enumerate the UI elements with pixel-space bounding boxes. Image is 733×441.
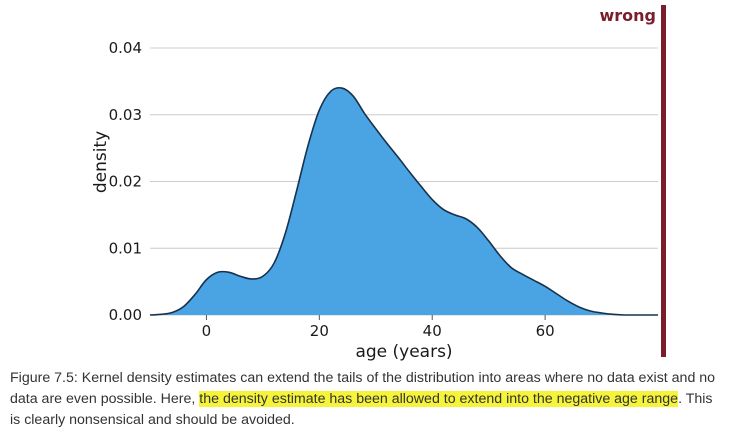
x-axis-title: age (years) bbox=[355, 342, 452, 362]
y-tick-label-4: 0.04 bbox=[109, 39, 142, 57]
y-axis-title: density bbox=[91, 131, 111, 193]
area-layer bbox=[149, 86, 658, 316]
x-tick-layer: 0 20 40 60 bbox=[202, 315, 555, 340]
y-tick-label-3: 0.03 bbox=[109, 106, 142, 124]
figure-caption: Figure 7.5: Kernel density estimates can… bbox=[10, 368, 725, 431]
caption-lead: Figure 7.5: Kernel density estimates can… bbox=[10, 370, 716, 407]
x-tick-label-1: 20 bbox=[310, 322, 329, 340]
y-tick-label-2: 0.02 bbox=[109, 173, 142, 191]
density-chart: 0 20 40 60 0.00 0.01 0.02 0.03 0.04 age (years)… bbox=[91, 5, 666, 362]
wrong-stamp-bar bbox=[661, 5, 666, 357]
wrong-stamp-label: wrong bbox=[599, 6, 656, 25]
y-tick-label-0: 0.00 bbox=[109, 306, 142, 324]
x-tick-label-0: 0 bbox=[202, 322, 212, 340]
caption-highlight: the density estimate has been allowed to… bbox=[199, 391, 679, 407]
density-area-fill-0 bbox=[150, 87, 658, 316]
x-tick-label-2: 40 bbox=[423, 322, 442, 340]
y-tick-layer: 0.00 0.01 0.02 0.03 0.04 bbox=[109, 39, 142, 324]
caption-tail: . This is clearly nonsensical and should… bbox=[10, 391, 713, 428]
density-figure: 0 20 40 60 0.00 0.01 0.02 0.03 0.04 age (years)… bbox=[91, 5, 666, 362]
density-curve-0 bbox=[149, 86, 658, 316]
x-tick-label-3: 60 bbox=[536, 322, 555, 340]
y-tick-label-1: 0.01 bbox=[109, 239, 142, 257]
